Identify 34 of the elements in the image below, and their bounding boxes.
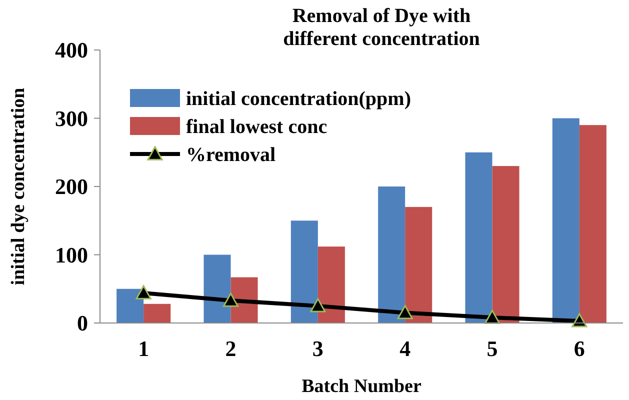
- bar: [552, 118, 580, 323]
- bar: [378, 186, 406, 323]
- point: [310, 298, 326, 312]
- bar: [492, 166, 520, 323]
- bar: [318, 246, 345, 323]
- bar: [465, 152, 492, 323]
- chart-title: Removal of Dye with different concentration: [283, 5, 480, 50]
- y-axis-title: initial dye concentration: [8, 87, 29, 286]
- bar: [144, 304, 171, 323]
- y-tick-label: 300: [55, 106, 88, 131]
- bar: [116, 288, 144, 323]
- x-tick-label: 3: [312, 336, 324, 361]
- x-tick-label: 2: [225, 336, 236, 361]
- x-tick-label: 1: [138, 336, 150, 361]
- point: [223, 292, 238, 307]
- y-tick-label: 100: [55, 242, 88, 268]
- point: [397, 305, 413, 320]
- x-axis-title: Batch Number: [302, 376, 422, 397]
- x-tick-label: 6: [574, 336, 585, 361]
- y-tick-label: 200: [55, 174, 88, 200]
- x-tick-label: 5: [486, 336, 498, 361]
- legend-label: final lowest conc: [186, 116, 328, 138]
- bar: [290, 220, 318, 323]
- point: [572, 313, 588, 328]
- x-tick-label: 4: [400, 336, 411, 361]
- legend-label: %removal: [186, 144, 276, 166]
- point: [484, 310, 500, 324]
- point: [136, 285, 152, 300]
- y-tick-label: 0: [77, 310, 88, 336]
- legend-label: initial concentration(ppm): [186, 88, 411, 110]
- bar: [204, 254, 231, 323]
- y-tick-label: 400: [55, 38, 88, 63]
- bar: [405, 206, 432, 323]
- bar: [579, 125, 606, 323]
